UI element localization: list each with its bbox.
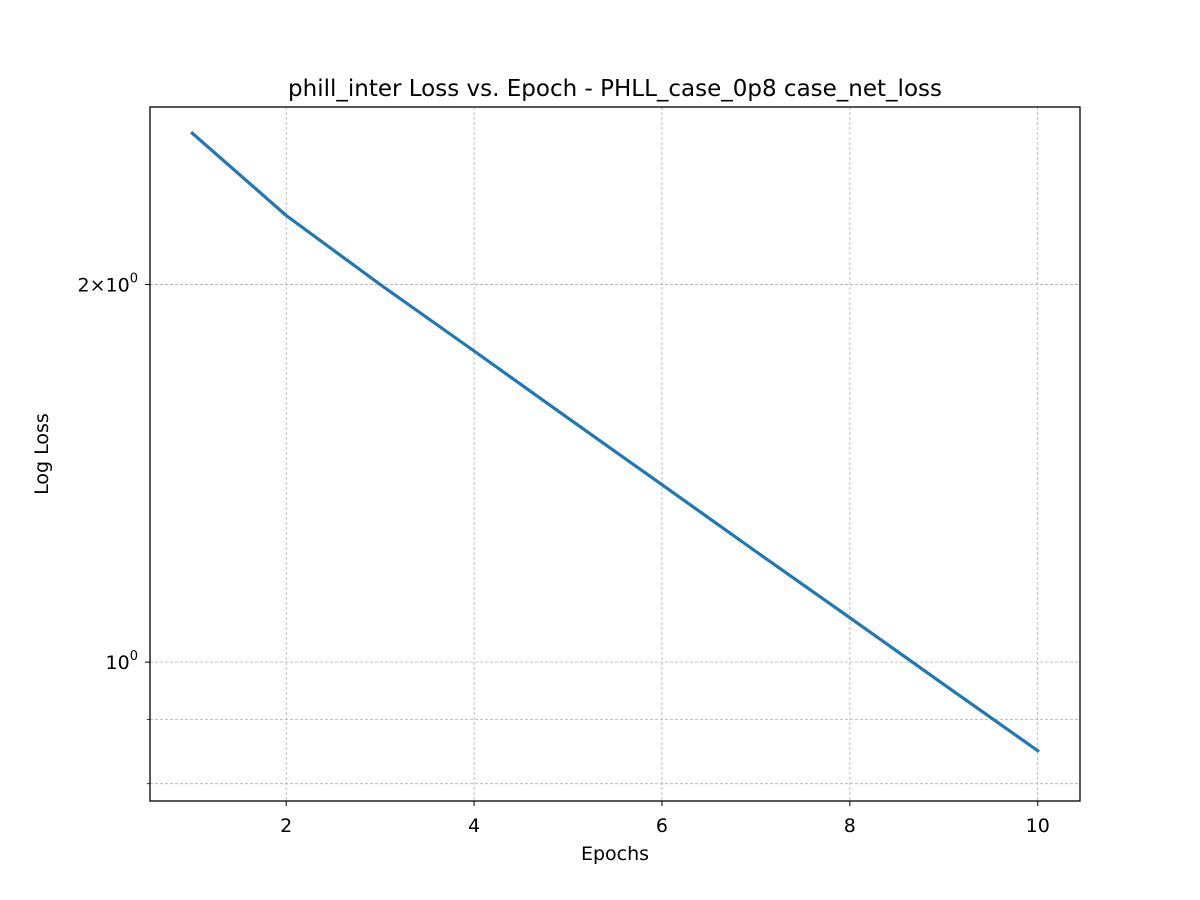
x-tick-label: 8 (844, 815, 856, 837)
y-tick-label: 100 (106, 649, 138, 674)
x-axis-ticks: 2 4 6 8 10 (280, 801, 1050, 837)
x-tick-label: 4 (468, 815, 480, 837)
grid-lines (150, 107, 1080, 801)
series-layer (190, 130, 1040, 753)
chart-title: phill_inter Loss vs. Epoch - PHLL_case_0… (288, 76, 942, 102)
x-axis-label: Epochs (581, 843, 649, 865)
y-tick-label: 2×100 (78, 271, 138, 296)
y-axis-ticks: 100 2×100 (78, 271, 150, 785)
x-tick-label: 2 (280, 815, 292, 837)
y-axis-label: Log Loss (31, 413, 53, 495)
plot-frame (149, 106, 1081, 802)
x-tick-label: 10 (1026, 815, 1050, 837)
x-tick-label: 6 (656, 815, 668, 837)
loss-series-line (190, 130, 1040, 753)
